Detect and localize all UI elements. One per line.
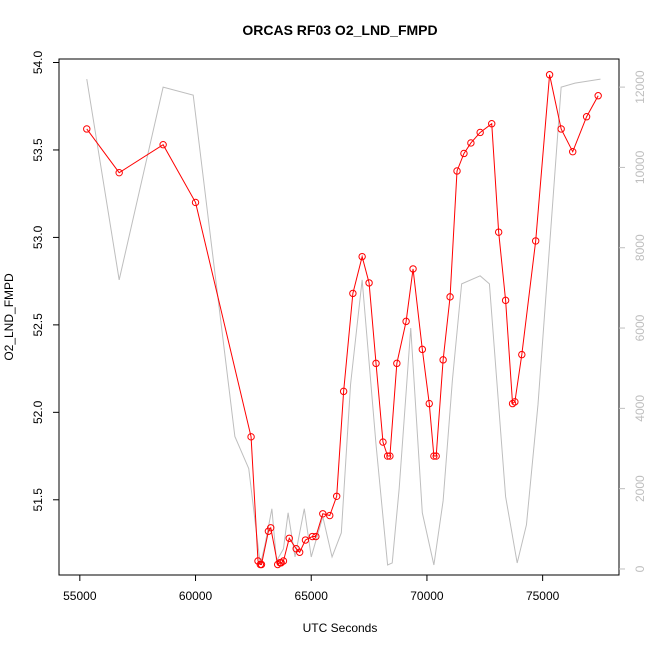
x-tick-label: 55000: [63, 589, 97, 603]
data-point: [285, 534, 293, 542]
y2-tick-label: 10000: [633, 150, 647, 184]
chart-title: ORCAS RF03 O2_LND_FMPD: [242, 22, 437, 38]
primary-series-line: [86, 74, 599, 566]
y-tick-label: 52.5: [31, 313, 45, 337]
data-point: [557, 125, 565, 133]
secondary-series: [86, 78, 601, 566]
data-point: [295, 548, 304, 556]
data-point: [365, 279, 373, 287]
x-axis: 55000 60000 65000 70000 75000: [63, 575, 560, 603]
data-point: [393, 359, 401, 368]
data-point: [545, 71, 554, 79]
data-point: [83, 125, 91, 133]
x-tick-label: 70000: [410, 589, 444, 603]
data-point: [386, 452, 394, 460]
data-point: [383, 452, 392, 460]
data-point: [372, 359, 380, 368]
x-tick-label: 65000: [295, 589, 329, 603]
secondary-y-axis: 0 2000 4000 6000 8000 10000 12000: [619, 70, 647, 572]
data-point: [358, 252, 366, 261]
data-point: [273, 560, 282, 569]
data-point: [257, 560, 266, 569]
data-point: [277, 559, 285, 567]
data-point: [594, 92, 602, 100]
data-point: [476, 128, 484, 137]
data-point: [308, 532, 317, 541]
data-point: [439, 356, 447, 364]
data-point: [402, 317, 410, 326]
y-tick-label: 52.0: [31, 400, 45, 424]
data-point: [494, 228, 503, 236]
data-point: [446, 293, 454, 301]
data-point: [508, 399, 517, 408]
data-point: [191, 198, 200, 207]
y2-tick-label: 0: [633, 565, 647, 572]
y-tick-label: 53.0: [31, 225, 45, 249]
plot-frame: [58, 58, 620, 576]
data-point: [430, 452, 438, 460]
y-tick-label: 53.5: [31, 138, 45, 162]
x-axis-label: UTC Seconds: [303, 621, 378, 635]
data-point: [501, 296, 510, 305]
y2-tick-label: 12000: [633, 70, 647, 104]
data-point: [312, 532, 320, 541]
data-point: [425, 399, 433, 408]
data-point: [301, 536, 310, 544]
data-point: [159, 141, 167, 149]
y2-tick-label: 8000: [633, 234, 647, 261]
y-tick-label: 51.5: [31, 488, 45, 512]
data-point: [409, 265, 417, 273]
data-point: [467, 139, 475, 147]
y-tick-label: 54.0: [31, 50, 45, 74]
data-point: [488, 120, 496, 128]
y-axis-label: O2_LND_FMPD: [2, 273, 16, 361]
y2-tick-label: 6000: [633, 314, 647, 341]
data-point: [379, 438, 387, 446]
data-point: [339, 387, 348, 396]
data-point: [432, 452, 440, 460]
data-point: [349, 289, 357, 298]
data-point: [247, 433, 255, 441]
x-tick-label: 75000: [526, 589, 560, 603]
data-point: [319, 510, 327, 518]
data-point: [418, 345, 427, 354]
data-point: [115, 168, 123, 177]
data-point: [582, 113, 591, 121]
primary-series: [83, 71, 602, 569]
data-point: [279, 557, 288, 565]
data-point: [460, 149, 468, 158]
y2-tick-label: 4000: [633, 395, 647, 422]
data-point: [531, 237, 540, 245]
secondary-series-line: [86, 78, 601, 566]
data-point: [326, 511, 334, 520]
data-point: [332, 492, 341, 500]
data-point: [453, 167, 461, 175]
data-point: [511, 398, 519, 406]
data-point: [267, 524, 275, 532]
x-tick-label: 60000: [179, 589, 213, 603]
data-point: [569, 148, 577, 156]
y2-tick-label: 2000: [633, 475, 647, 502]
y-axis: 51.5 52.0 52.5 53.0 53.5 54.0: [31, 50, 59, 511]
data-point: [518, 350, 526, 359]
